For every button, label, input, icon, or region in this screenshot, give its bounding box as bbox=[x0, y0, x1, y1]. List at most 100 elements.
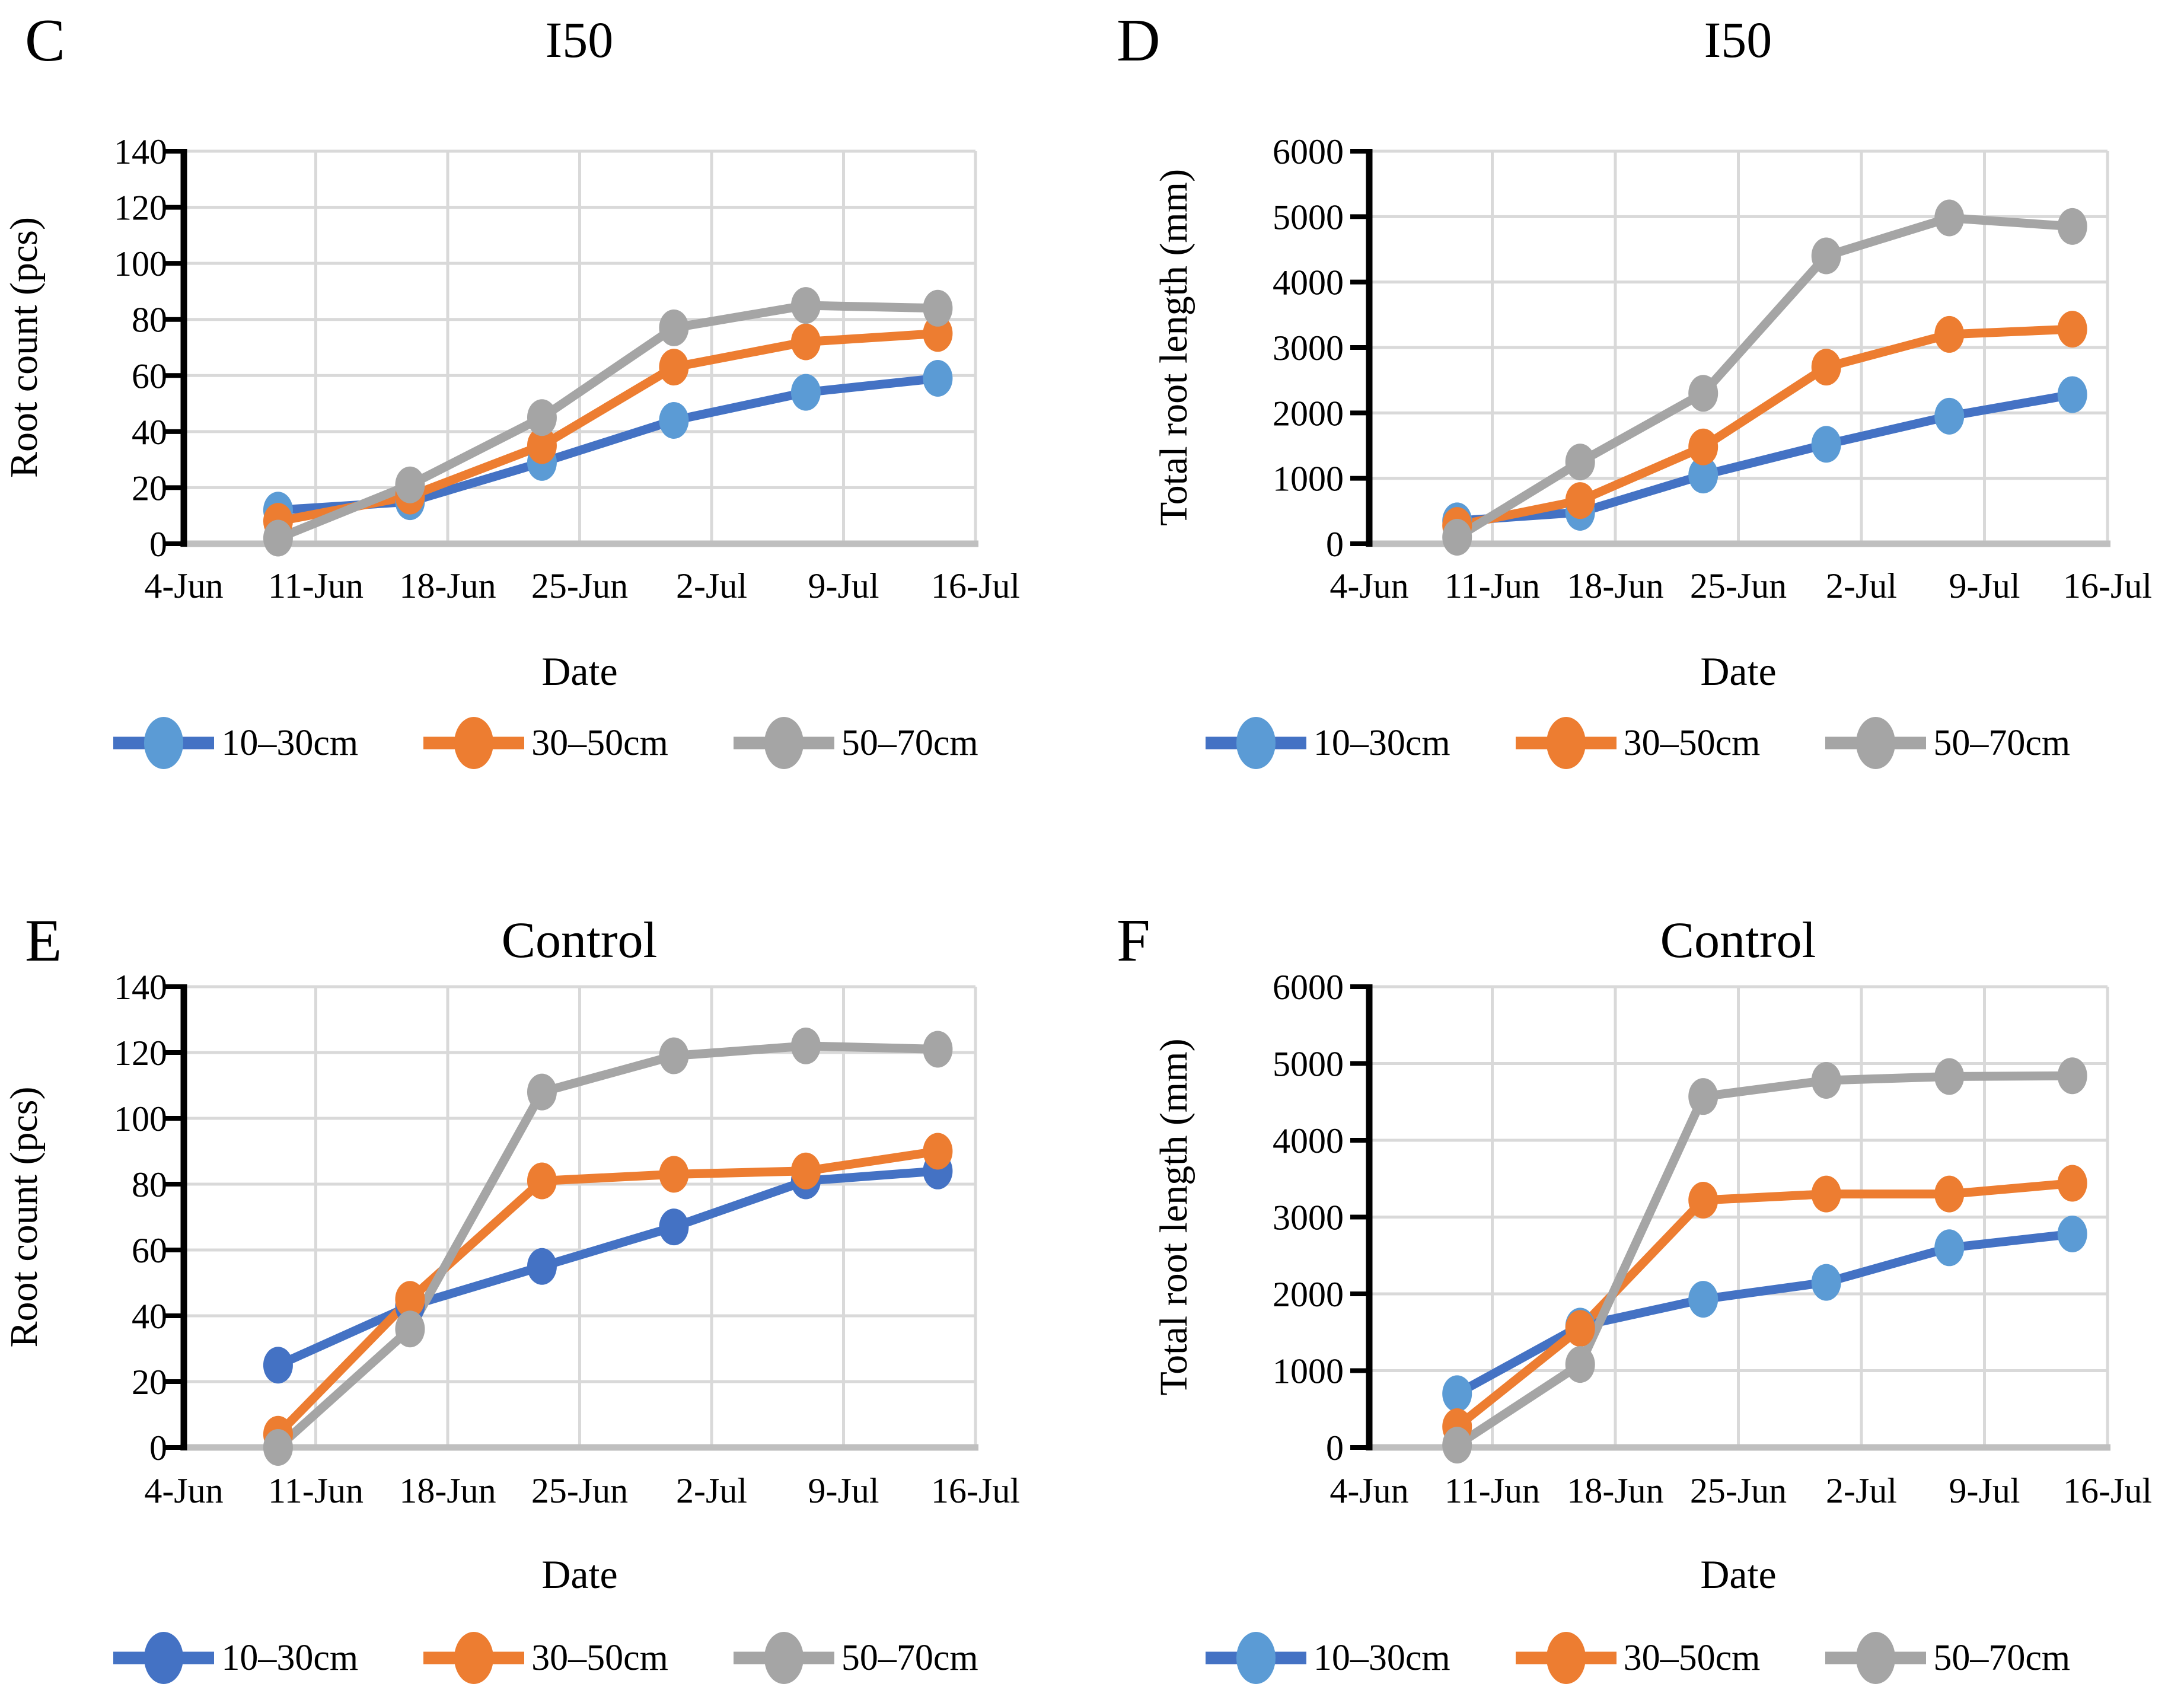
data-point-marker bbox=[1934, 315, 1965, 353]
data-point-marker bbox=[1565, 1310, 1595, 1347]
line-chart: 0 1000 2000 3000 4000 5000 6000 4-Jun 11-Jun 18-J… bbox=[1152, 132, 2152, 694]
data-point-marker bbox=[2057, 208, 2087, 245]
legend-marker bbox=[1856, 717, 1896, 769]
y-tick-label: 1000 bbox=[1273, 460, 1344, 499]
x-tick-label: 25-Jun bbox=[531, 566, 628, 605]
y-tick-label: 20 bbox=[132, 1363, 167, 1402]
y-tick-label: 100 bbox=[114, 244, 167, 283]
x-tick-label: 16-Jul bbox=[2063, 566, 2152, 605]
legend: 10–30cm 30–50cm 50–70cm bbox=[0, 1629, 1092, 1686]
data-point-marker bbox=[395, 1310, 425, 1348]
legend: 10–30cm 30–50cm 50–70cm bbox=[1092, 1629, 2184, 1686]
series-line bbox=[273, 301, 942, 543]
data-point-marker bbox=[1934, 199, 1965, 237]
legend-marker bbox=[454, 717, 494, 769]
data-point-marker bbox=[1442, 1375, 1472, 1412]
x-tick-label: 11-Jun bbox=[1445, 566, 1540, 605]
y-tick-label: 60 bbox=[132, 1231, 167, 1270]
data-point-marker bbox=[1688, 428, 1718, 465]
chart-title: I50 bbox=[1704, 11, 1772, 68]
legend-label: 50–70cm bbox=[1933, 1638, 2071, 1678]
data-point-marker bbox=[790, 287, 821, 324]
panel-e: E Control 0 20 40 60 80 100 120 140 4-Jun 11-Jun 1… bbox=[0, 852, 1092, 1703]
data-point-marker bbox=[1811, 1264, 1841, 1301]
data-point-marker bbox=[2057, 1057, 2087, 1095]
data-point-marker bbox=[527, 1073, 557, 1111]
x-tick-label: 25-Jun bbox=[531, 1471, 628, 1510]
y-tick-label: 100 bbox=[114, 1099, 167, 1138]
data-point-marker bbox=[790, 1027, 821, 1064]
x-axis-title: Date bbox=[541, 649, 617, 694]
chart-title: Control bbox=[501, 911, 658, 968]
series-line bbox=[1452, 390, 2077, 525]
x-tick-label: 4-Jun bbox=[144, 566, 223, 605]
data-point-marker bbox=[659, 349, 689, 386]
legend-entry: 10–30cm bbox=[113, 1629, 358, 1686]
data-point-marker bbox=[1934, 1058, 1965, 1095]
data-point-marker bbox=[1688, 1078, 1718, 1115]
y-tick-label: 3000 bbox=[1273, 1198, 1344, 1238]
data-point-marker bbox=[1688, 1182, 1718, 1219]
y-tick-label: 4000 bbox=[1273, 263, 1344, 302]
y-tick-label: 140 bbox=[114, 132, 167, 171]
y-tick-label: 0 bbox=[1326, 1428, 1344, 1468]
y-tick-label: 0 bbox=[149, 525, 167, 564]
x-tick-label: 16-Jul bbox=[931, 566, 1020, 605]
data-point-marker bbox=[790, 1152, 821, 1189]
panel-letter: C bbox=[25, 7, 66, 74]
data-point-marker bbox=[659, 1156, 689, 1193]
x-tick-label: 25-Jun bbox=[1690, 566, 1787, 605]
y-tick-label: 0 bbox=[1326, 525, 1344, 564]
data-point-marker bbox=[1811, 426, 1841, 463]
legend-entry: 10–30cm bbox=[1205, 1629, 1450, 1686]
y-axis-title: Total root length (mm) bbox=[1152, 1038, 1195, 1395]
legend-line-marker-icon bbox=[423, 1632, 525, 1684]
legend-entry: 10–30cm bbox=[113, 715, 358, 771]
x-tick-label: 2-Jul bbox=[676, 566, 747, 605]
y-tick-label: 120 bbox=[114, 189, 167, 228]
legend-entry: 10–30cm bbox=[1205, 715, 1450, 771]
data-point-marker bbox=[923, 360, 953, 397]
y-tick-label: 2000 bbox=[1273, 394, 1344, 433]
series-line bbox=[273, 374, 942, 515]
data-point-marker bbox=[1565, 444, 1595, 481]
data-point-marker bbox=[1565, 1346, 1595, 1383]
legend-line-marker-icon bbox=[1515, 1632, 1617, 1684]
x-axis-title: Date bbox=[1700, 649, 1776, 694]
y-tick-label: 80 bbox=[132, 301, 167, 340]
x-tick-label: 9-Jul bbox=[1949, 566, 2020, 605]
data-point-marker bbox=[527, 1162, 557, 1200]
data-point-marker bbox=[1688, 457, 1718, 494]
x-tick-label: 16-Jul bbox=[931, 1471, 1020, 1510]
data-point-marker bbox=[527, 427, 557, 464]
x-tick-label: 11-Jun bbox=[1445, 1471, 1540, 1510]
x-tick-label: 25-Jun bbox=[1690, 1471, 1787, 1510]
data-point-marker bbox=[263, 1347, 293, 1384]
data-point-marker bbox=[2057, 311, 2087, 348]
y-tick-label: 6000 bbox=[1273, 132, 1344, 171]
panel-f: F Control 0 1000 2000 3000 4000 5000 6000 4-Jun… bbox=[1092, 852, 2184, 1703]
legend-marker bbox=[144, 717, 184, 769]
legend-line-marker-icon bbox=[733, 1632, 834, 1684]
data-point-marker bbox=[659, 1037, 689, 1074]
x-tick-label: 16-Jul bbox=[2063, 1471, 2152, 1510]
legend-label: 10–30cm bbox=[221, 723, 359, 763]
line-chart: 0 1000 2000 3000 4000 5000 6000 4-Jun 11-Jun 18-J… bbox=[1152, 968, 2152, 1597]
data-point-marker bbox=[527, 399, 557, 436]
x-tick-label: 11-Jun bbox=[268, 1471, 364, 1510]
legend-line-marker-icon bbox=[1205, 717, 1306, 769]
data-point-marker bbox=[2057, 376, 2087, 413]
x-tick-label: 4-Jun bbox=[1329, 1471, 1408, 1510]
legend-label: 30–50cm bbox=[531, 1638, 668, 1678]
x-tick-label: 4-Jun bbox=[1329, 566, 1408, 605]
series-line bbox=[1452, 213, 2077, 542]
data-point-marker bbox=[1934, 1229, 1965, 1267]
chart-title: Control bbox=[1660, 911, 1816, 968]
legend-entry: 30–50cm bbox=[1515, 1629, 1760, 1686]
data-point-marker bbox=[1688, 1281, 1718, 1318]
y-tick-label: 0 bbox=[149, 1428, 167, 1468]
legend-marker bbox=[1856, 1632, 1896, 1684]
legend-line-marker-icon bbox=[1515, 717, 1617, 769]
panel-letter: D bbox=[1117, 7, 1160, 74]
